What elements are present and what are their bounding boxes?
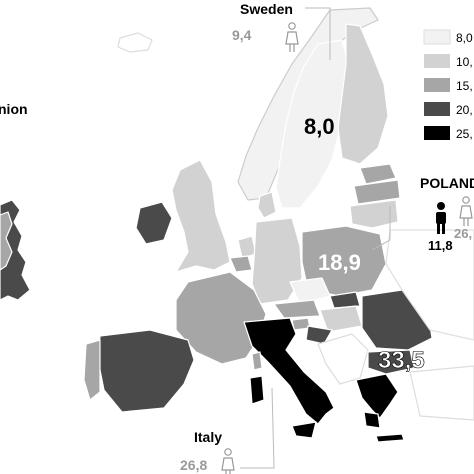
region-western-balkans [317,333,369,385]
sweden-map-value: 8,0 [304,114,335,139]
region-slovakia [329,291,361,309]
legend-swatch-4 [424,102,450,116]
legend-swatch-2 [424,54,450,68]
legend-label-4: 20, [456,103,473,117]
region-lithuania [349,199,399,229]
female-figure-icon [285,22,299,52]
region-eastern-europe [385,229,474,341]
region-turkey [409,365,474,421]
region-uk [171,159,231,273]
region-corsica [251,351,263,371]
legend-label-3: 15, [456,79,473,93]
poland-map-value: 18,9 [318,250,361,275]
legend: 8,0 10, 15, 20, 25, [423,29,473,141]
legend-swatch-5 [424,126,450,140]
region-greece [355,373,399,419]
legend-swatch-3 [424,78,450,92]
partial-title: nion [0,101,28,117]
region-crete [375,433,405,443]
region-sicily [291,421,317,439]
region-eu-outline-inner [0,211,13,271]
region-finland [337,23,389,165]
poland-leader-line [371,206,391,251]
legend-label-1: 8,0 [456,31,473,45]
male-figure-icon [436,202,446,234]
region-estonia [359,163,397,185]
female-figure-icon [221,448,235,474]
region-poland [301,225,387,297]
region-austria [273,299,321,319]
region-latvia [353,179,401,205]
greece-map-value: 33,5 [378,347,425,374]
italy-callout-name: Italy [194,429,222,445]
region-portugal [83,339,101,401]
sweden-callout-value: 9,4 [232,27,252,43]
poland-callout-value-right: 26, [454,226,472,241]
female-figure-icon [459,196,473,226]
region-germany [251,217,303,305]
region-france [175,271,267,365]
sweden-callout-name: Sweden [240,1,293,17]
region-spain [97,329,195,413]
legend-label-5: 25, [456,127,473,141]
legend-swatch-1 [423,29,451,45]
region-netherlands [237,235,257,259]
region-bulgaria [367,349,415,375]
sweden-leader-line [305,7,331,60]
poland-callout-value-left: 11,8 [428,238,453,253]
region-hungary [319,305,363,333]
region-greece-peloponnese [363,411,381,429]
italy-callout-value: 26,8 [180,457,207,473]
region-denmark [257,191,277,219]
region-italy [243,317,335,425]
region-iceland [117,32,153,53]
legend-label-2: 10, [456,55,473,69]
italy-leader-line [240,387,275,469]
region-sardinia [249,375,265,405]
poland-callout-name: POLAND [420,175,474,191]
region-ireland [135,201,173,245]
region-belgium [229,255,253,273]
